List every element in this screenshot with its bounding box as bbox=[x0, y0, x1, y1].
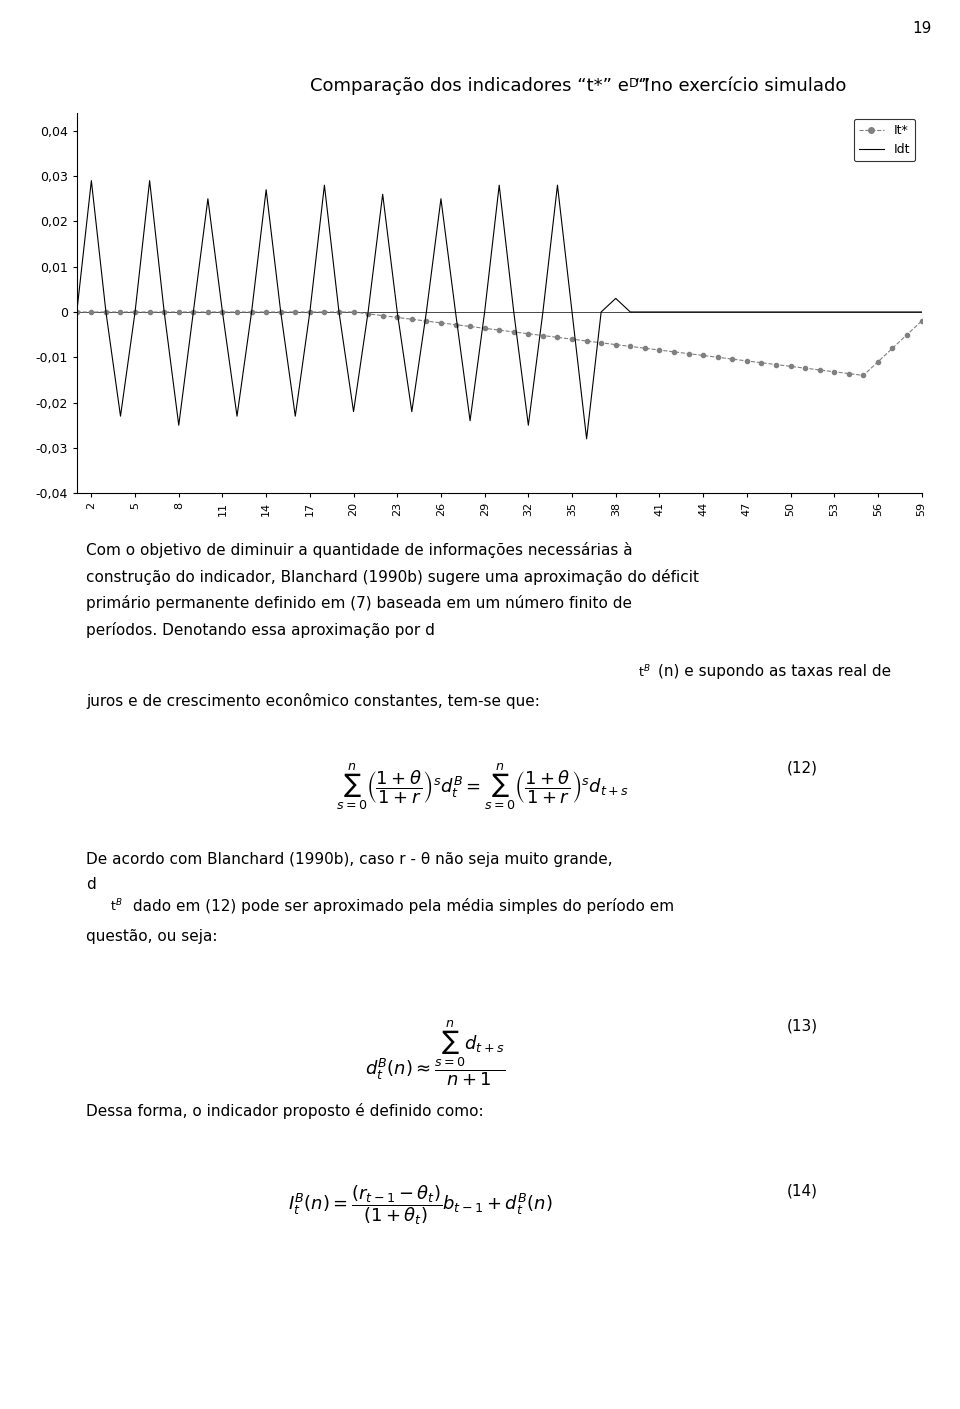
Text: 19: 19 bbox=[912, 21, 931, 37]
Text: questão, ou seja:: questão, ou seja: bbox=[86, 929, 218, 944]
Text: $\sum_{s=0}^{n}\left(\dfrac{1+\theta}{1+r}\right)^{s}d_t^{B}=\sum_{s=0}^{n}\left: $\sum_{s=0}^{n}\left(\dfrac{1+\theta}{1+… bbox=[336, 761, 629, 812]
Text: De acordo com Blanchard (1990b), caso r - θ não seja muito grande,
d: De acordo com Blanchard (1990b), caso r … bbox=[86, 852, 613, 892]
Text: juros e de crescimento econômico constantes, tem-se que:: juros e de crescimento econômico constan… bbox=[86, 693, 540, 709]
Text: (n) e supondo as taxas real de: (n) e supondo as taxas real de bbox=[658, 664, 891, 679]
Text: $\mathregular{t}^B$: $\mathregular{t}^B$ bbox=[110, 898, 123, 914]
Text: $\mathregular{t}^B$: $\mathregular{t}^B$ bbox=[638, 664, 651, 681]
Text: $d_t^{B}(n)\approx\dfrac{\sum_{s=0}^{n}d_{t+s}}{n+1}$: $d_t^{B}(n)\approx\dfrac{\sum_{s=0}^{n}d… bbox=[365, 1019, 505, 1088]
Text: (14): (14) bbox=[787, 1184, 818, 1199]
Text: ”no exercício simulado: ”no exercício simulado bbox=[641, 77, 847, 96]
Text: (13): (13) bbox=[787, 1019, 818, 1034]
Legend: It*, Idt: It*, Idt bbox=[853, 118, 915, 161]
Text: Dessa forma, o indicador proposto é definido como:: Dessa forma, o indicador proposto é defi… bbox=[86, 1103, 484, 1119]
Text: $I_t^{B}(n)=\dfrac{\left(r_{t-1}-\theta_t\right)}{\left(1+\theta_t\right)}b_{t-1: $I_t^{B}(n)=\dfrac{\left(r_{t-1}-\theta_… bbox=[288, 1184, 553, 1227]
Text: D: D bbox=[629, 77, 638, 90]
Text: (12): (12) bbox=[787, 761, 818, 776]
Text: Comparação dos indicadores “t*” e “I: Comparação dos indicadores “t*” e “I bbox=[310, 77, 650, 96]
Text: dado em (12) pode ser aproximado pela média simples do período em: dado em (12) pode ser aproximado pela mé… bbox=[128, 898, 674, 913]
Text: Com o objetivo de diminuir a quantidade de informações necessárias à
construção : Com o objetivo de diminuir a quantidade … bbox=[86, 542, 700, 638]
